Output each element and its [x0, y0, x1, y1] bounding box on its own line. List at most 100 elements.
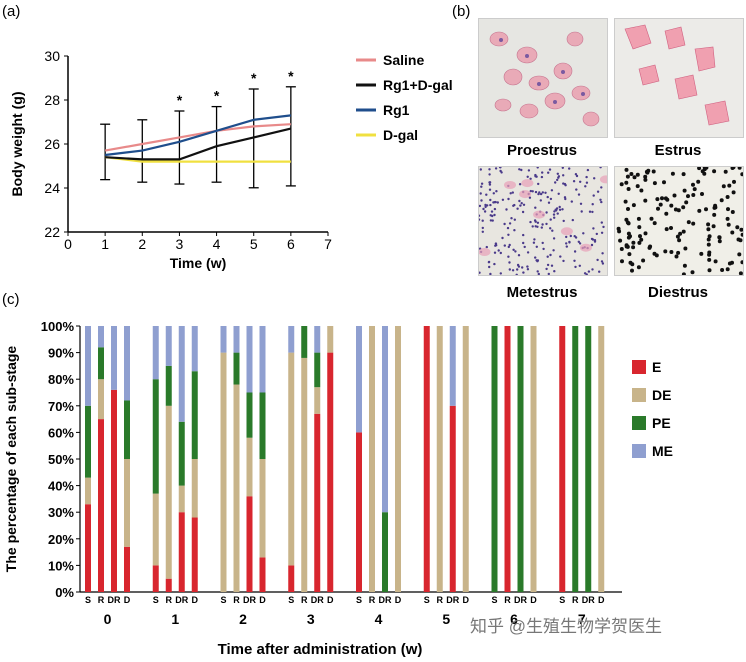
cell-dot [565, 242, 568, 245]
cell-dot [494, 167, 498, 170]
cell-dot [508, 243, 511, 247]
cell-dot [529, 189, 532, 193]
cell-dot [575, 188, 578, 191]
cell-dot [697, 167, 702, 171]
cell-dot [544, 191, 547, 194]
group-label: 2 [239, 611, 247, 627]
cell-blob [504, 181, 516, 189]
series-line-saline [104, 123, 291, 152]
legend-label: Saline [383, 52, 424, 68]
cell-dot [534, 175, 537, 178]
cell-dot [481, 226, 484, 230]
bar-segment-de [124, 459, 130, 547]
cell-dot [601, 262, 605, 265]
bar-segment-e [356, 432, 362, 592]
cell-dot [737, 167, 742, 170]
bar-segment-e [191, 517, 198, 592]
y-tick-label: 90% [48, 346, 74, 361]
cell-dot [624, 167, 629, 172]
y-tick-label: 70% [48, 399, 74, 414]
cell-dot [591, 203, 594, 206]
cell-dot [522, 241, 525, 245]
cell-dot [480, 185, 483, 188]
cell-dot [562, 219, 565, 223]
y-axis-title: The percentage of each sub-stage [3, 346, 19, 573]
bar-segment-de [369, 326, 375, 592]
bar-segment-de [165, 405, 172, 579]
bar-label: R [504, 595, 511, 605]
cell-blob [519, 190, 532, 199]
cell-dot [541, 223, 544, 226]
cell-dot [485, 193, 488, 196]
cell-dot [532, 241, 536, 244]
bar-segment-e [246, 496, 253, 592]
bar-label: DR [514, 595, 527, 605]
bar-label: D [327, 595, 334, 605]
cell-dot [540, 226, 543, 229]
bar-label: S [85, 595, 91, 605]
cell-dot [522, 233, 525, 237]
series-line-d-gal [105, 156, 291, 163]
y-tick-label: 26 [44, 136, 60, 152]
cell-dot [552, 237, 556, 240]
cell-dot [631, 245, 636, 250]
cell-dot [720, 268, 725, 272]
bar-segment-me [98, 326, 104, 348]
bar-segment-pe [491, 326, 498, 592]
watermark: 知乎 @生殖生物学贺医生 [470, 617, 662, 636]
cell-dot [600, 260, 604, 263]
cell-dot [479, 271, 481, 274]
bar-segment-pe [517, 326, 524, 592]
cell-dot [681, 272, 686, 275]
caption-proestrus: Proestrus [506, 142, 578, 159]
cell-dot [499, 251, 502, 255]
cell-dot [593, 177, 596, 180]
cell-dot [569, 234, 572, 238]
legend-label: Rg1 [383, 102, 410, 118]
cell-dot [558, 208, 562, 211]
cell-blob [479, 248, 491, 256]
bar-segment-me [382, 326, 388, 513]
cell-dot [541, 241, 544, 245]
series-line-rg1 [105, 114, 291, 157]
cell-dot [489, 214, 492, 217]
cell-dot [706, 237, 711, 242]
bar-segment-pe [152, 379, 159, 494]
cell-dot [726, 222, 731, 227]
group-label: 5 [442, 611, 450, 627]
cell-dot [639, 237, 644, 242]
cell-dot [483, 210, 487, 213]
x-tick-label: 5 [250, 236, 258, 252]
cell-dot [572, 180, 576, 183]
cell-dot [565, 245, 568, 248]
cell-dot [548, 168, 552, 171]
y-tick-label: 10% [48, 558, 74, 573]
bar-segment-pe [233, 352, 240, 385]
significance-marker: * [177, 92, 183, 108]
cell-dot [583, 272, 587, 275]
cell-dot [637, 240, 642, 245]
bar-segment-e [165, 578, 172, 592]
cell-dot [707, 268, 712, 273]
cell-dot [652, 221, 657, 226]
cell-dot [686, 220, 691, 225]
cell-dot [499, 167, 502, 169]
group-label: 6 [510, 611, 518, 627]
cell-dot [521, 266, 524, 269]
cell-dot [637, 225, 642, 230]
cell-dot [549, 197, 553, 201]
cell-dot [540, 175, 544, 179]
cell-dot [643, 231, 648, 236]
bar-segment-de [301, 357, 308, 592]
cell-dot [528, 196, 532, 199]
cell-dot [520, 202, 523, 205]
series-line-rg1-d-gal [105, 127, 292, 161]
group-label: 1 [171, 611, 179, 627]
cell-dot [488, 181, 491, 184]
cell-dot [492, 192, 495, 195]
cell-dot [562, 174, 565, 177]
cell-dot [488, 188, 492, 191]
cell-dot [627, 252, 632, 257]
cell-dot [558, 205, 561, 209]
bar-label: R [98, 595, 105, 605]
